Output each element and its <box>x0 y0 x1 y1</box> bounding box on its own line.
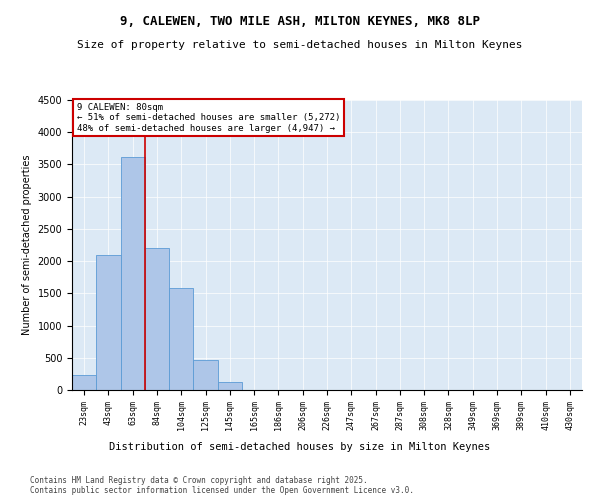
Bar <box>96 254 121 390</box>
Bar <box>72 375 96 390</box>
Bar <box>169 288 193 390</box>
Text: Size of property relative to semi-detached houses in Milton Keynes: Size of property relative to semi-detach… <box>77 40 523 50</box>
Text: 9 CALEWEN: 80sqm
← 51% of semi-detached houses are smaller (5,272)
48% of semi-d: 9 CALEWEN: 80sqm ← 51% of semi-detached … <box>77 103 340 132</box>
Text: Distribution of semi-detached houses by size in Milton Keynes: Distribution of semi-detached houses by … <box>109 442 491 452</box>
Bar <box>121 156 145 390</box>
Bar <box>145 248 169 390</box>
Text: Contains HM Land Registry data © Crown copyright and database right 2025.
Contai: Contains HM Land Registry data © Crown c… <box>30 476 414 495</box>
Bar <box>218 382 242 390</box>
Y-axis label: Number of semi-detached properties: Number of semi-detached properties <box>22 155 32 336</box>
Bar <box>193 360 218 390</box>
Text: 9, CALEWEN, TWO MILE ASH, MILTON KEYNES, MK8 8LP: 9, CALEWEN, TWO MILE ASH, MILTON KEYNES,… <box>120 15 480 28</box>
